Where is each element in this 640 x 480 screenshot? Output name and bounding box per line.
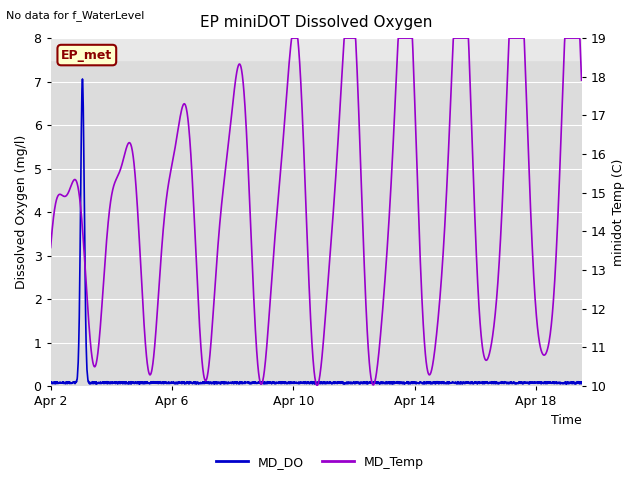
Legend: MD_DO, MD_Temp: MD_DO, MD_Temp — [211, 451, 429, 474]
Title: EP miniDOT Dissolved Oxygen: EP miniDOT Dissolved Oxygen — [200, 15, 432, 30]
Y-axis label: minidot Temp (C): minidot Temp (C) — [612, 158, 625, 266]
Text: EP_met: EP_met — [61, 48, 113, 61]
Text: No data for f_WaterLevel: No data for f_WaterLevel — [6, 10, 145, 21]
Bar — [51, 38, 582, 60]
X-axis label: Time: Time — [551, 414, 582, 427]
Y-axis label: Dissolved Oxygen (mg/l): Dissolved Oxygen (mg/l) — [15, 135, 28, 289]
